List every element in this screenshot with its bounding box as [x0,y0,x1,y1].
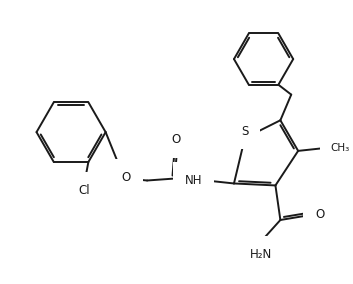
Text: Cl: Cl [79,184,90,197]
Text: NH: NH [185,174,202,187]
Text: S: S [241,125,249,138]
Text: H₂N: H₂N [250,248,272,261]
Text: CH₃: CH₃ [331,143,350,153]
Text: O: O [315,208,324,221]
Text: O: O [122,171,131,184]
Text: O: O [171,133,180,146]
